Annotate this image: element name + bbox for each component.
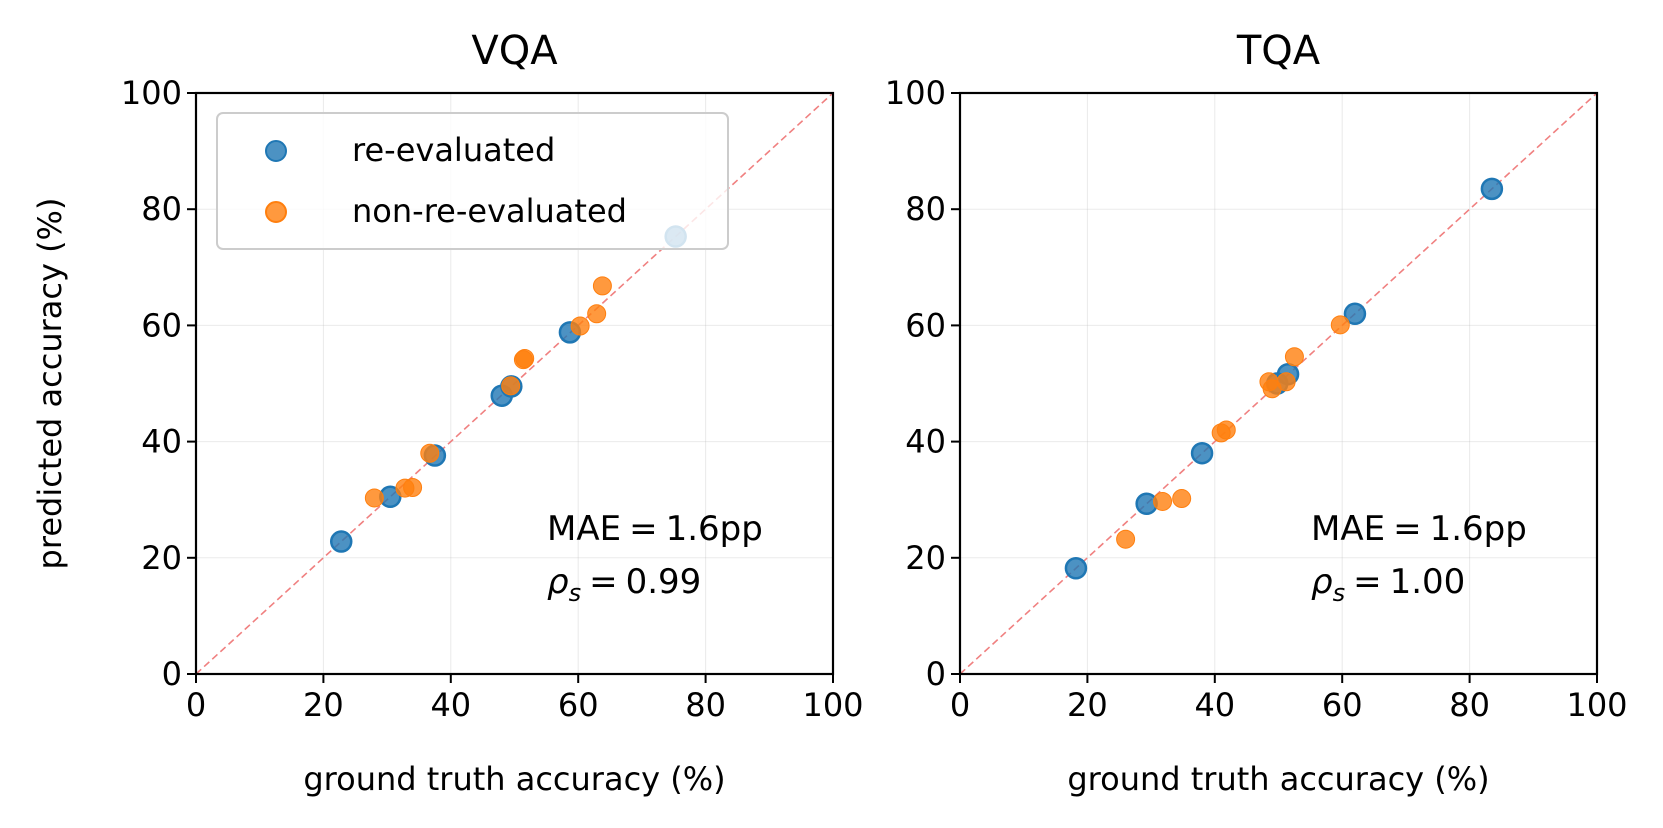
re-evaluated-point	[1190, 441, 1214, 465]
x-tick-label: 100	[802, 686, 863, 724]
non-re-evaluated-point	[420, 443, 440, 463]
x-tick-label: 80	[1449, 686, 1490, 724]
x-tick-label: 100	[1566, 686, 1627, 724]
non-re-evaluated-point	[403, 477, 423, 497]
spearman-value: 0.99	[626, 562, 702, 602]
re-evaluated-point	[329, 530, 353, 553]
y-axis-label: predicted accuracy (%)	[31, 198, 69, 570]
mae-annotation: MAE = 1.6pp	[547, 509, 763, 549]
non-re-evaluated-point	[570, 316, 590, 336]
spearman-annotation: ρs = 1.00	[1311, 562, 1465, 607]
y-tick-label: 100	[121, 74, 182, 112]
legend-label-re-evaluated: re-evaluated	[352, 131, 555, 169]
y-tick-label: 20	[141, 539, 182, 577]
legend-box	[216, 112, 729, 250]
re-evaluated-point	[1343, 302, 1367, 326]
non-re-evaluated-point	[501, 376, 521, 396]
non-re-evaluated-point	[1172, 489, 1192, 509]
chart-title: TQA	[1236, 28, 1321, 74]
non-re-evaluated-point	[1284, 347, 1304, 367]
legend-marker-re-evaluated	[265, 140, 287, 162]
vqa-panel: 0 20 40 60 80 100 0 20 40 60 80 100 VQA ground trut…	[31, 28, 864, 798]
x-tick-label: 0	[950, 686, 970, 724]
y-tick-label: 100	[885, 74, 946, 112]
mae-annotation: MAE = 1.6pp	[1311, 509, 1527, 549]
non-re-evaluated-point	[515, 349, 535, 369]
y-tick-label: 60	[905, 306, 946, 344]
non-re-evaluated-point	[1276, 372, 1296, 392]
x-tick-label: 20	[1067, 686, 1108, 724]
non-re-evaluated-point	[592, 276, 612, 296]
tqa-panel: 0 20 40 60 80 100 0 20 40 60 80 100 TQA ground trut…	[885, 28, 1628, 798]
x-tick-label: 60	[1322, 686, 1363, 724]
x-tick-label: 20	[303, 686, 344, 724]
plot-frame	[194, 91, 835, 676]
mae-value: 1.6pp	[1430, 509, 1527, 549]
non-re-evaluated-point	[1330, 315, 1350, 335]
y-tick-label: 40	[905, 423, 946, 461]
non-re-evaluated-point	[1116, 529, 1136, 549]
legend-marker-non-re-evaluated	[265, 201, 287, 223]
x-tick-label: 0	[186, 686, 206, 724]
y-tick-label: 0	[162, 655, 182, 693]
x-tick-label: 60	[558, 686, 599, 724]
mae-value: 1.6pp	[666, 509, 763, 549]
x-tick-label: 80	[685, 686, 726, 724]
non-re-evaluated-point	[587, 304, 607, 324]
y-tick-label: 80	[905, 190, 946, 228]
x-axis-label: ground truth accuracy (%)	[303, 760, 725, 798]
chart-title: VQA	[471, 28, 558, 74]
x-axis-label: ground truth accuracy (%)	[1067, 760, 1489, 798]
y-tick-label: 0	[926, 655, 946, 693]
legend: re-evaluated non-re-evaluated	[216, 112, 729, 250]
x-tick-label: 40	[1194, 686, 1235, 724]
spearman-value: 1.00	[1390, 562, 1466, 602]
plot-frame	[958, 91, 1599, 676]
non-re-evaluated-point	[1153, 491, 1173, 511]
y-tick-label: 40	[141, 423, 182, 461]
y-tick-label: 60	[141, 306, 182, 344]
y-tick-label: 80	[141, 190, 182, 228]
legend-label-non-re-evaluated: non-re-evaluated	[352, 192, 627, 230]
re-evaluated-point	[1480, 177, 1504, 201]
y-tick-label: 20	[905, 539, 946, 577]
non-re-evaluated-point	[1216, 420, 1236, 440]
spearman-annotation: ρs = 0.99	[547, 562, 701, 607]
non-re-evaluated-point	[364, 488, 384, 508]
x-tick-label: 40	[430, 686, 471, 724]
re-evaluated-point	[1064, 557, 1088, 580]
